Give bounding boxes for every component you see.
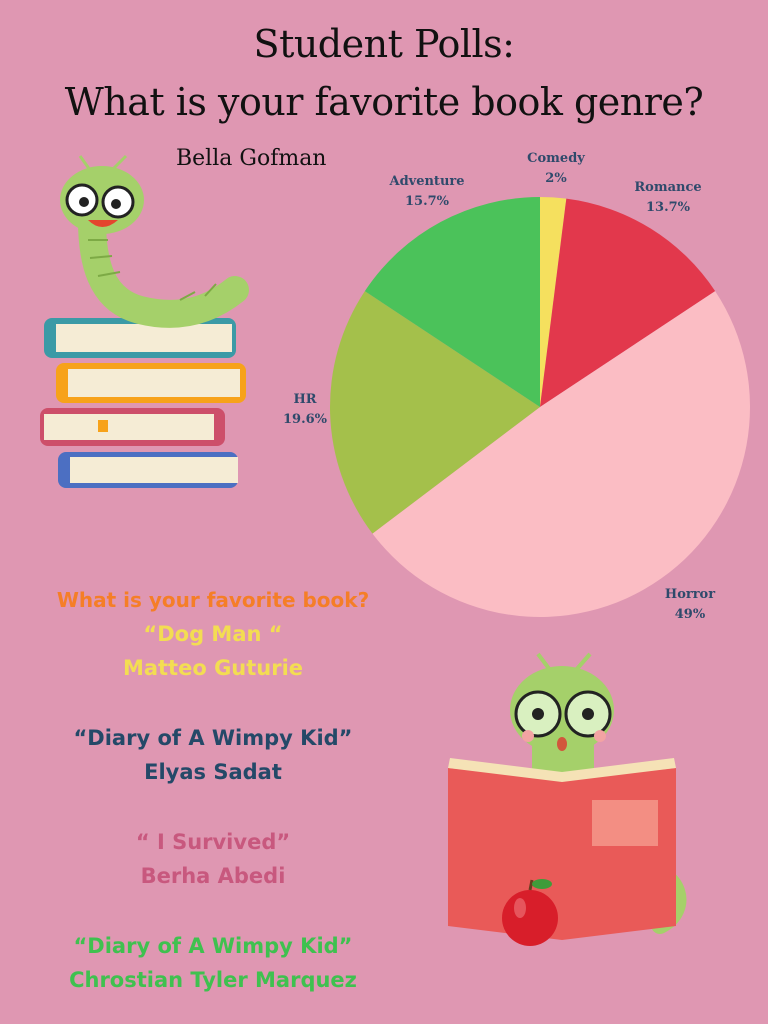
pie-label-comedy: Comedy bbox=[527, 151, 585, 166]
answer-name-1: Matteo Guturie bbox=[122, 656, 304, 680]
bookworm-on-books-icon bbox=[40, 154, 249, 488]
pie-slice-horror bbox=[372, 291, 751, 618]
pie-label-horror: Horror bbox=[665, 587, 715, 602]
pie-slice-comedy bbox=[540, 197, 567, 407]
answer-title-4: “Diary of A Wimpy Kid” bbox=[73, 934, 353, 958]
pie-label-romance: Romance bbox=[634, 180, 701, 195]
answer-name-4: Chrostian Tyler Marquez bbox=[69, 968, 357, 992]
pie-value-hr: 19.6% bbox=[283, 412, 328, 427]
answer-name-3: Berha Abedi bbox=[140, 864, 286, 888]
pie-value-romance: 13.7% bbox=[646, 200, 691, 215]
pie-value-adventure: 15.7% bbox=[405, 194, 450, 209]
book-stack-icon bbox=[40, 318, 246, 488]
answer-name-2: Elyas Sadat bbox=[144, 760, 282, 784]
pie-label-adventure: Adventure bbox=[388, 174, 464, 189]
pie-slice-hr bbox=[330, 291, 540, 534]
pie-slice-adventure bbox=[364, 197, 540, 407]
answer-title-2: “Diary of A Wimpy Kid” bbox=[73, 726, 353, 750]
bookworm-reading-icon bbox=[448, 652, 687, 946]
author-name: Bella Gofman bbox=[176, 146, 327, 171]
pie-value-comedy: 2% bbox=[545, 171, 567, 186]
answer-title-1: “Dog Man “ bbox=[143, 622, 283, 646]
favorite-book-question: What is your favorite book? bbox=[56, 588, 370, 612]
pie-value-horror: 49% bbox=[675, 607, 706, 622]
answer-title-3: “ I Survived” bbox=[135, 830, 291, 854]
title-line-2: What is your favorite book genre? bbox=[64, 80, 704, 124]
pie-slice-romance bbox=[540, 198, 716, 407]
pie-label-hr: HR bbox=[293, 392, 316, 407]
title-line-1: Student Polls: bbox=[253, 22, 515, 66]
